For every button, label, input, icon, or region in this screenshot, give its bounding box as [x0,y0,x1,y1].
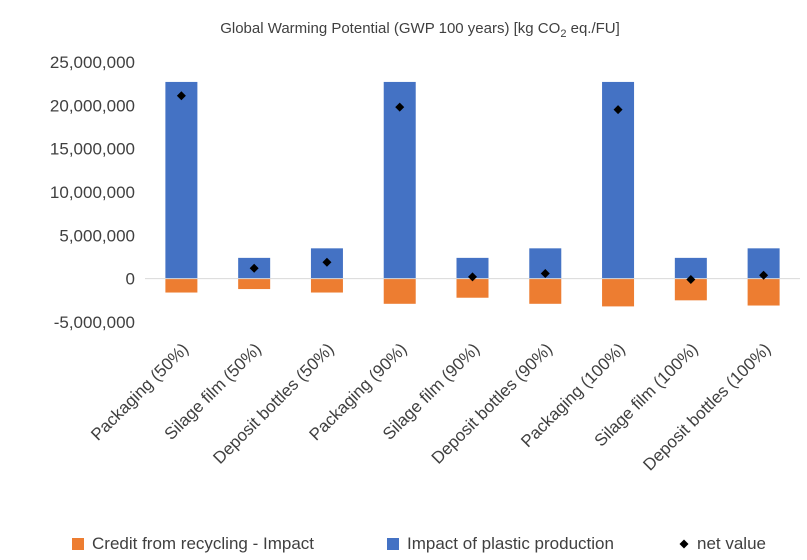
credit-bar [602,278,635,307]
credit-bar [310,278,343,293]
impact-bar [165,81,198,279]
net-value-marker [686,275,696,285]
impact-bar [383,81,416,279]
impact-bar [674,257,707,279]
y-axis: 25,000,000 20,000,000 15,000,000 10,000,000… [50,53,135,332]
credit-bar [674,278,707,301]
legend: Credit from recycling - Impact Impact of … [72,534,766,553]
y-tick-label: -5,000,000 [54,313,135,332]
legend-swatch [387,538,399,550]
y-tick-label: 20,000,000 [50,96,135,115]
net-value-marker [468,272,477,282]
x-category-label: Deposit bottles (50%) [209,339,337,467]
chart-title-subscript: 2 [560,28,566,40]
y-tick-label: 0 [126,270,135,289]
net-value-marker [322,257,332,267]
impact-bar [456,257,489,279]
x-axis: Packaging (50%)Silage film (50%)Deposit … [87,339,774,474]
credit-bar [529,278,562,304]
net-value-marker [540,268,550,278]
net-value-marker [759,270,769,280]
impact-bar [602,81,635,279]
credit-bar [747,278,780,306]
legend-marker-net-value [679,539,689,549]
credit-bar [165,278,198,293]
legend-label: Credit from recycling - Impact [92,534,314,553]
net-value-markers [176,91,769,285]
credit-bar [383,278,416,304]
net-value-marker [395,102,405,112]
net-value-marker [613,105,623,115]
y-tick-label: 15,000,000 [50,140,135,159]
legend-swatch [72,538,84,550]
y-tick-label: 25,000,000 [50,53,135,72]
net-value-marker [249,263,259,273]
x-category-label: Deposit bottles (100%) [639,339,774,474]
credit-bar [238,278,271,290]
y-tick-label: 10,000,000 [50,183,135,202]
credit-bar [456,278,489,298]
chart-title: Global Warming Potential (GWP 100 years)… [220,20,620,40]
legend-label: Impact of plastic production [407,534,614,553]
x-category-label: Deposit bottles (90%) [428,339,556,467]
legend-label: net value [697,534,766,553]
net-value-marker [176,91,186,101]
chart-title-end: eq./FU] [566,20,619,37]
y-tick-label: 5,000,000 [59,226,135,245]
